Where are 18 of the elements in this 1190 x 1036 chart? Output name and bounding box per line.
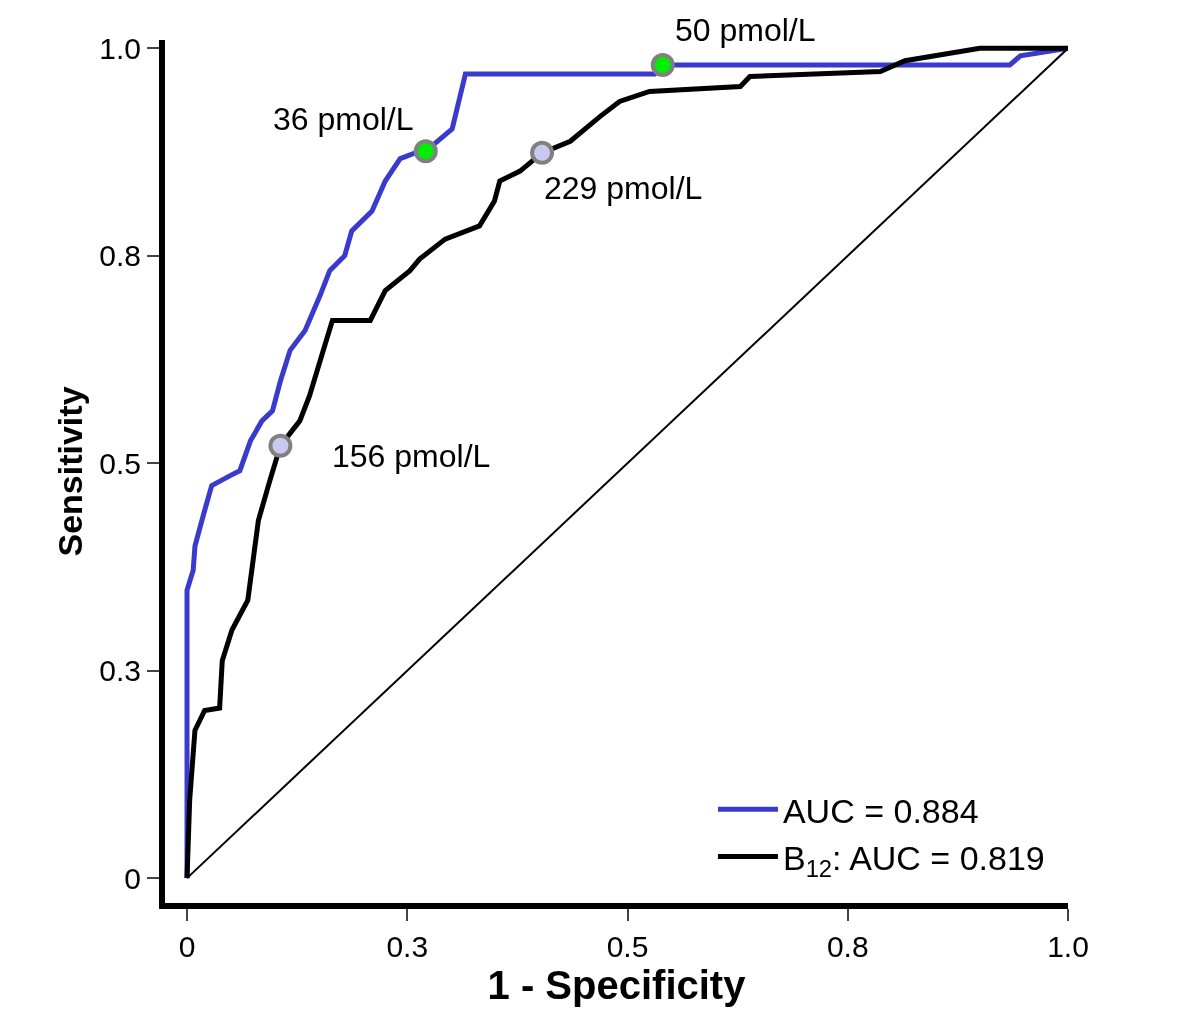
x-tick-label: 0.8	[826, 930, 869, 963]
annotation: 229 pmol/L	[544, 170, 703, 206]
x-axis-title: 1 - Specificity	[487, 963, 747, 1007]
x-tick-label: 0.5	[606, 930, 649, 963]
y-tick-label: 0	[124, 861, 141, 895]
annotation: 50 pmol/L	[675, 12, 816, 48]
y-tick-label: 0.3	[99, 654, 141, 688]
annotation: 36 pmol/L	[273, 101, 414, 137]
annotation: 156 pmol/L	[332, 438, 491, 474]
x-tick-label: 0	[178, 930, 196, 963]
x-tick-label: 0.3	[386, 930, 429, 963]
y-tick-label: 0.5	[99, 446, 141, 480]
y-tick-label: 1.0	[99, 31, 141, 65]
x-tick-label: 1.0	[1047, 930, 1089, 963]
y-axis-title: Sensitivity	[51, 386, 89, 557]
legend-label: B$_{12}$: AUC = 0.819	[782, 838, 1045, 882]
y-tick-label: 0.8	[99, 239, 141, 273]
legend-label: AUC = 0.884	[782, 791, 979, 830]
